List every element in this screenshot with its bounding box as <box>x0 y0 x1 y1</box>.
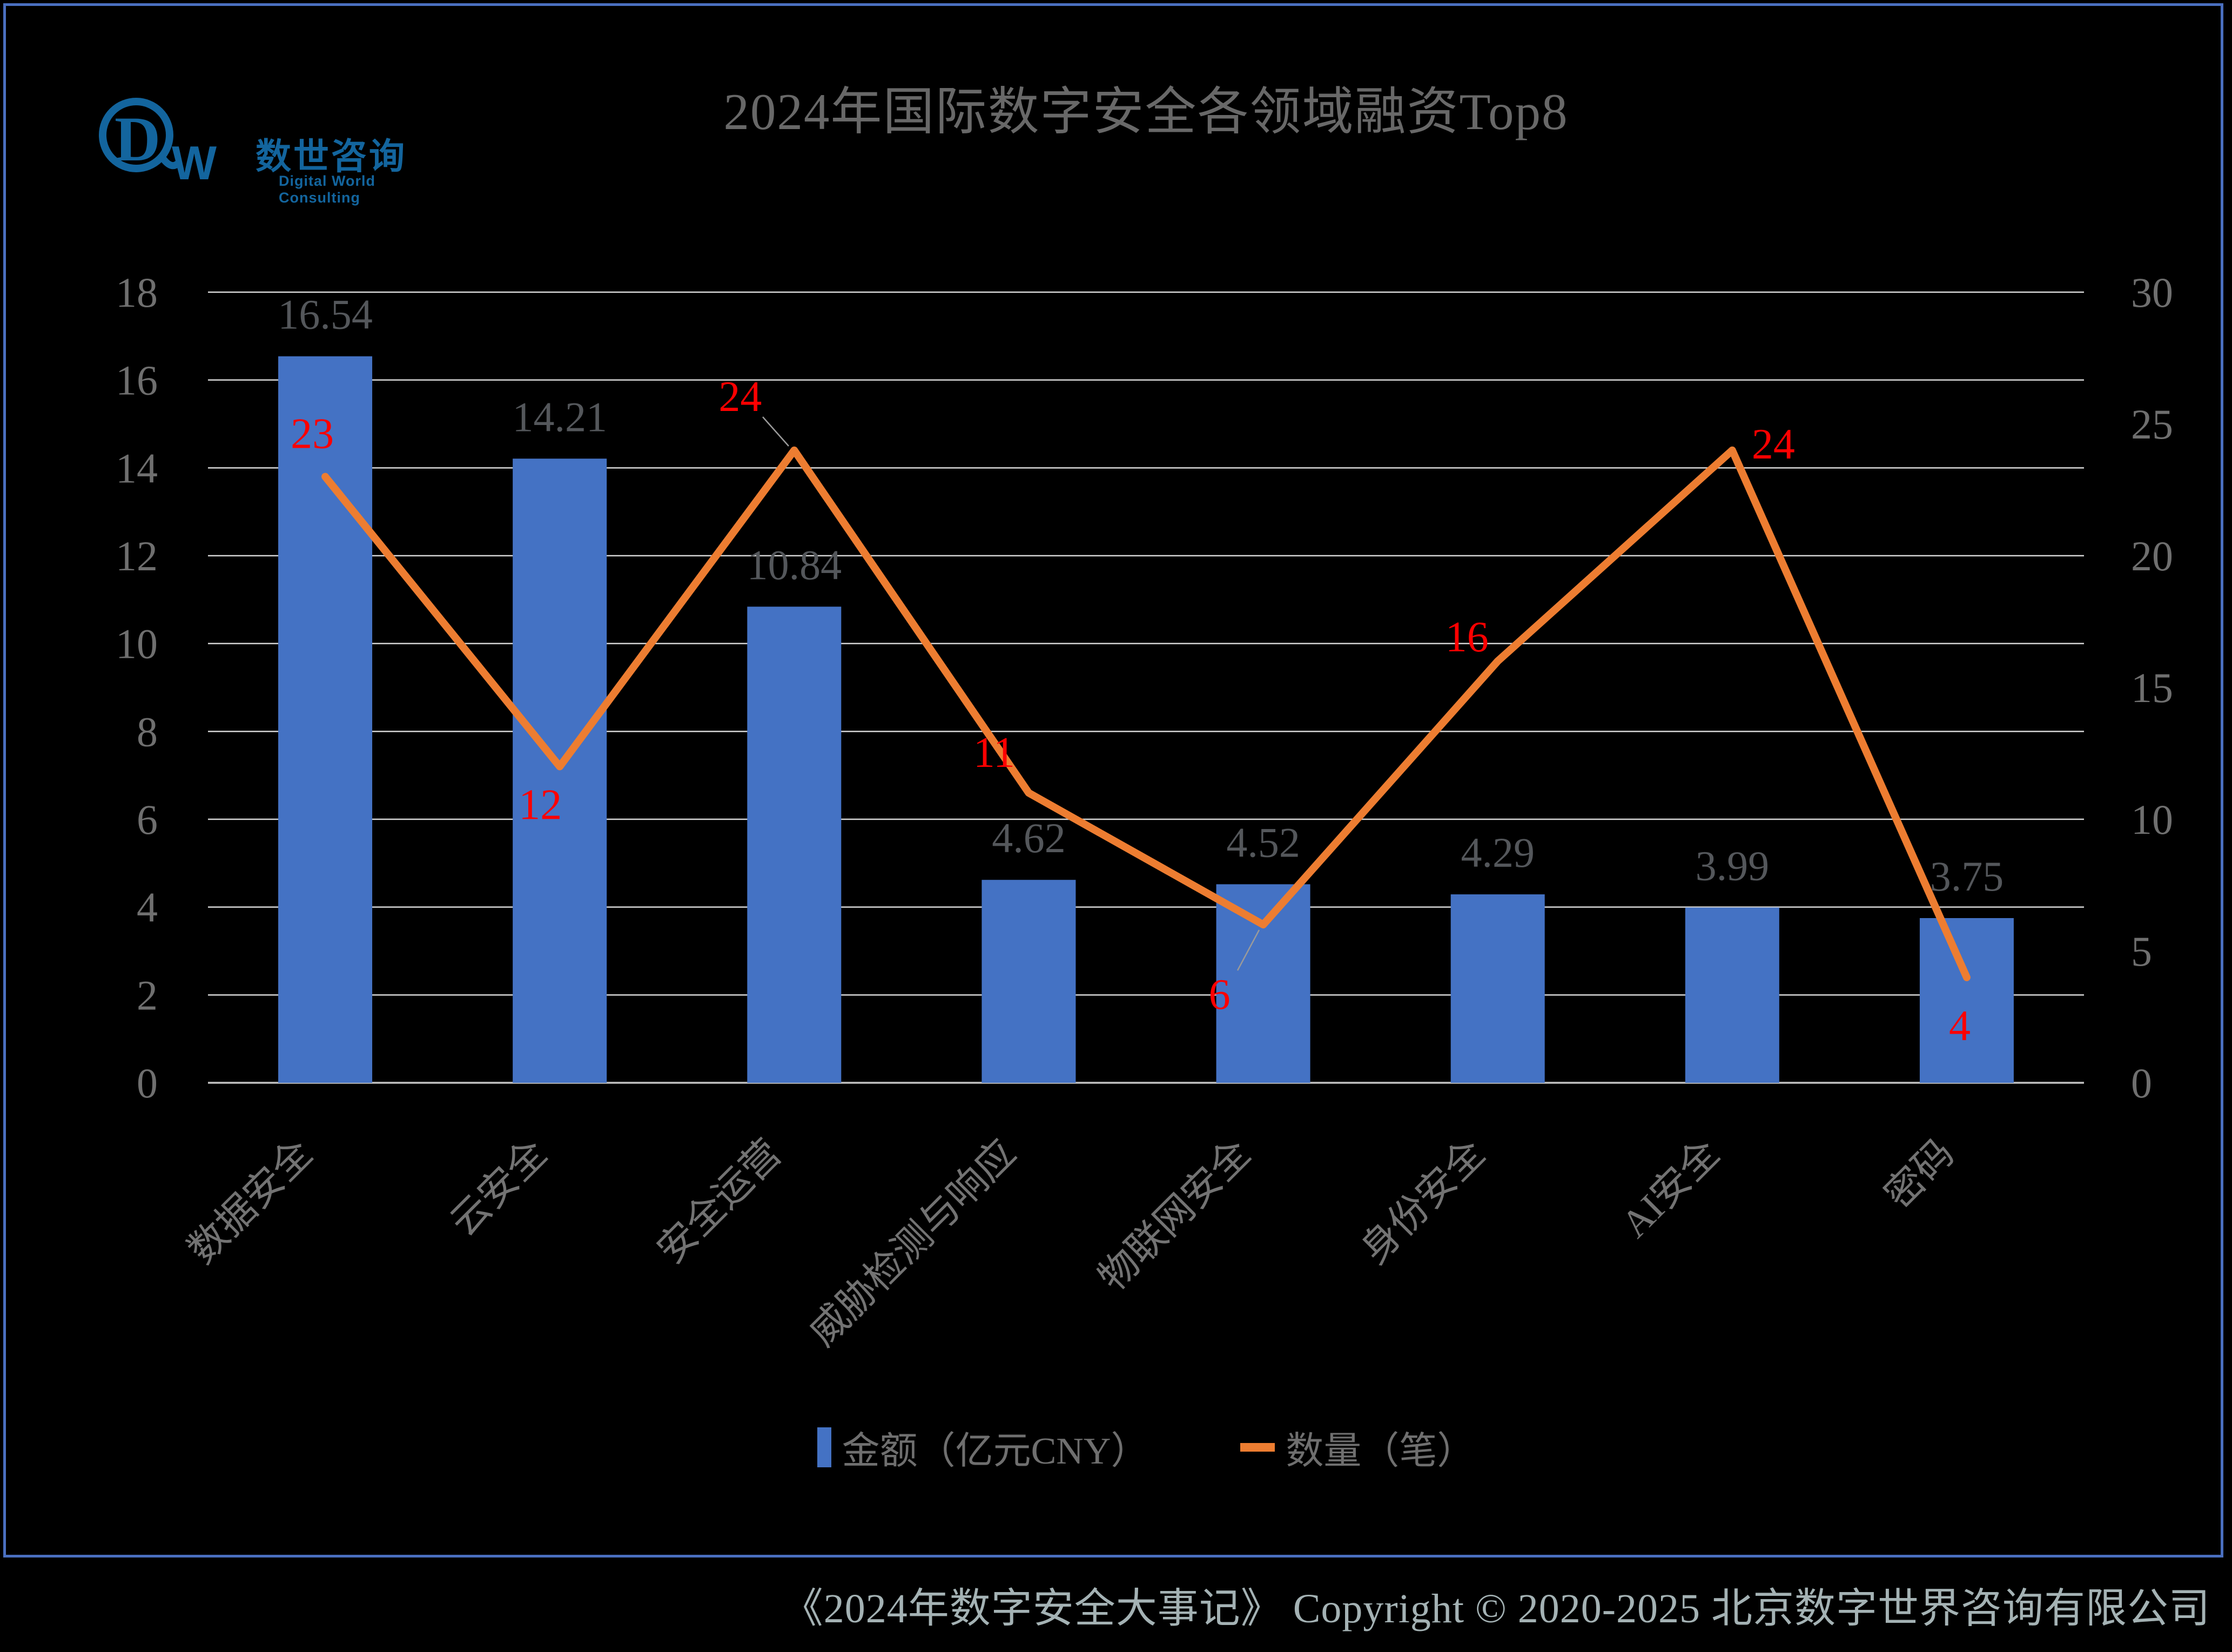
line-value-label: 16 <box>1446 613 1489 661</box>
logo-letter-w: W <box>172 136 217 190</box>
right-axis-tick-label: 30 <box>2131 269 2173 316</box>
bar-云安全 <box>513 458 607 1083</box>
chart-title: 2024年国际数字安全各领域融资Top8 <box>723 83 1569 140</box>
right-axis-tick-label: 5 <box>2131 928 2152 975</box>
bar-value-label: 3.99 <box>1696 842 1770 889</box>
line-value-label: 6 <box>1209 971 1231 1019</box>
dw-logo-icon: D W <box>99 98 217 190</box>
right-axis-tick-label: 15 <box>2131 664 2173 711</box>
left-axis-tick-label: 18 <box>116 269 158 316</box>
category-label-威胁检测与响应: 威胁检测与响应 <box>801 1131 1024 1354</box>
bar-身份安全 <box>1450 894 1545 1083</box>
category-label-安全运营: 安全运营 <box>649 1131 789 1272</box>
bar-密码 <box>1919 918 2014 1083</box>
left-axis-tick-label: 14 <box>116 444 158 491</box>
left-axis-tick-label: 10 <box>116 621 158 667</box>
category-label-云安全: 云安全 <box>442 1131 555 1244</box>
chart-legend: 金额（亿元CNY） 数量（笔） <box>208 1415 2084 1480</box>
count-line-swatch-icon <box>1240 1443 1275 1452</box>
left-axis-tick-label: 4 <box>137 884 158 931</box>
line-value-label: 24 <box>1752 421 1795 468</box>
logo-brand-cn: 数世咨询 <box>256 136 407 176</box>
line-value-label: 11 <box>973 729 1015 777</box>
logo-letter-d: D <box>115 104 160 174</box>
category-label-物联网安全: 物联网安全 <box>1091 1131 1259 1299</box>
bar-value-label: 4.62 <box>992 814 1066 861</box>
right-axis-tick-label: 20 <box>2131 532 2173 579</box>
bar-AI安全 <box>1685 907 1779 1083</box>
left-axis-tick-label: 6 <box>137 796 158 843</box>
count-line <box>321 446 1971 981</box>
right-axis-tick-label: 0 <box>2131 1060 2152 1107</box>
left-axis-tick-label: 12 <box>116 532 158 579</box>
left-axis-tick-label: 2 <box>137 972 158 1019</box>
right-axis-tick-label: 10 <box>2131 796 2173 843</box>
bar-value-label: 4.52 <box>1226 819 1300 866</box>
category-label-AI安全: AI安全 <box>1613 1131 1727 1246</box>
label-leader-line <box>762 416 789 447</box>
line-value-label: 23 <box>291 410 334 458</box>
left-axis-tick-label: 0 <box>137 1060 158 1107</box>
company-logo: D W 数世咨询 Digital World Consulting <box>76 43 454 221</box>
line-value-label: 4 <box>1949 1002 1971 1050</box>
bar-value-label: 16.54 <box>278 291 373 338</box>
bar-数据安全 <box>278 356 373 1083</box>
legend-item-amount: 金额（亿元CNY） <box>817 1420 1149 1475</box>
bar-value-label: 4.29 <box>1461 829 1535 876</box>
legend-amount-label: 金额（亿元CNY） <box>842 1430 1149 1472</box>
right-axis-tick-label: 25 <box>2131 401 2173 448</box>
category-label-数据安全: 数据安全 <box>180 1131 320 1272</box>
legend-count-label: 数量（笔） <box>1286 1430 1475 1472</box>
left-axis-tick-label: 8 <box>137 708 158 755</box>
copyright-footer: 《2024年数字安全大事记》 Copyright © 2020-2025 北京数… <box>782 1586 2210 1631</box>
logo-swoosh <box>158 153 181 170</box>
category-label-密码: 密码 <box>1877 1131 1962 1217</box>
bar-value-label: 3.75 <box>1930 853 2004 900</box>
left-axis-tick-label: 16 <box>116 357 158 404</box>
bar-value-label: 10.84 <box>747 541 842 588</box>
label-leader-line <box>1236 929 1260 971</box>
logo-ring <box>99 98 173 172</box>
logo-brand-en: Digital World Consulting <box>279 173 375 206</box>
amount-bar-swatch-icon <box>817 1427 831 1467</box>
category-label-身份安全: 身份安全 <box>1353 1131 1493 1272</box>
bar-安全运营 <box>747 606 842 1083</box>
bar-物联网安全 <box>1216 884 1310 1083</box>
line-value-label: 12 <box>519 781 562 828</box>
line-value-label: 24 <box>718 373 762 421</box>
bar-威胁检测与响应 <box>981 880 1076 1083</box>
legend-item-count: 数量（笔） <box>1240 1420 1475 1475</box>
bar-value-label: 14.21 <box>512 393 607 440</box>
